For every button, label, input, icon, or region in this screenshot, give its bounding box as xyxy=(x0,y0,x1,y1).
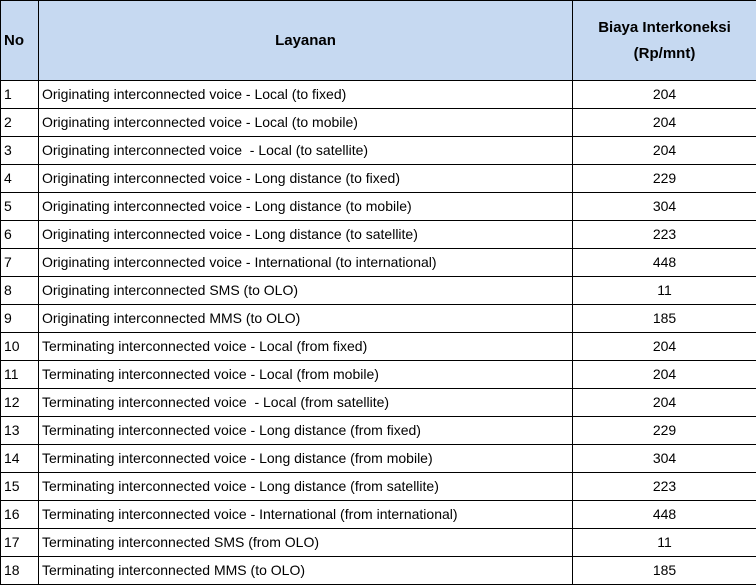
service-cell: Terminating interconnected MMS (to OLO) xyxy=(38,556,573,585)
table-row: 16 Terminating interconnected voice - Int… xyxy=(0,500,756,529)
cost-cell: 223 xyxy=(572,220,756,249)
number-cell: 10 xyxy=(0,332,39,361)
number-cell: 11 xyxy=(0,360,39,389)
table-body: 1 Originating interconnected voice - Loca… xyxy=(0,80,756,585)
number-cell: 3 xyxy=(0,136,39,165)
table-row: 9 Originating interconnected MMS (to OLO)… xyxy=(0,304,756,333)
service-cell: Originating interconnected voice - Long … xyxy=(38,192,573,221)
cost-cell: 223 xyxy=(572,472,756,501)
service-cell: Terminating interconnected voice - Local… xyxy=(38,332,573,361)
service-cell: Originating interconnected voice - Local… xyxy=(38,108,573,137)
cost-cell: 229 xyxy=(572,416,756,445)
cost-cell: 185 xyxy=(572,304,756,333)
cost-cell: 204 xyxy=(572,80,756,109)
service-cell: Originating interconnected SMS (to OLO) xyxy=(38,276,573,305)
cost-cell: 11 xyxy=(572,276,756,305)
service-cell: Terminating interconnected voice - Local… xyxy=(38,388,573,417)
service-cell: Terminating interconnected SMS (from OLO… xyxy=(38,528,573,557)
cost-cell: 304 xyxy=(572,192,756,221)
table-row: 13 Terminating interconnected voice - Lon… xyxy=(0,416,756,445)
table-row: 7 Originating interconnected voice - Inte… xyxy=(0,248,756,277)
service-cell: Terminating interconnected voice - Long … xyxy=(38,416,573,445)
service-cell: Originating interconnected voice - Long … xyxy=(38,164,573,193)
service-cell: Terminating interconnected voice - Inter… xyxy=(38,500,573,529)
service-cell: Originating interconnected voice - Inter… xyxy=(38,248,573,277)
cost-cell: 448 xyxy=(572,248,756,277)
cost-cell: 204 xyxy=(572,388,756,417)
table-row: 15 Terminating interconnected voice - Lon… xyxy=(0,472,756,501)
table-row: 17 Terminating interconnected SMS (from O… xyxy=(0,528,756,557)
cost-cell: 204 xyxy=(572,332,756,361)
cost-cell: 204 xyxy=(572,136,756,165)
number-cell: 4 xyxy=(0,164,39,193)
table-row: 4 Originating interconnected voice - Long… xyxy=(0,164,756,193)
cost-cell: 304 xyxy=(572,444,756,473)
service-cell: Originating interconnected voice - Long … xyxy=(38,220,573,249)
cost-cell: 448 xyxy=(572,500,756,529)
number-cell: 8 xyxy=(0,276,39,305)
number-cell: 12 xyxy=(0,388,39,417)
header-row: No Layanan Biaya Interkoneksi (Rp/mnt) xyxy=(0,0,756,81)
number-cell: 17 xyxy=(0,528,39,557)
service-cell: Originating interconnected MMS (to OLO) xyxy=(38,304,573,333)
number-cell: 1 xyxy=(0,80,39,109)
number-cell: 16 xyxy=(0,500,39,529)
number-cell: 7 xyxy=(0,248,39,277)
table-row: 11 Terminating interconnected voice - Loc… xyxy=(0,360,756,389)
number-cell: 18 xyxy=(0,556,39,585)
service-cell: Originating interconnected voice - Local… xyxy=(38,136,573,165)
number-cell: 15 xyxy=(0,472,39,501)
number-cell: 5 xyxy=(0,192,39,221)
number-cell: 14 xyxy=(0,444,39,473)
table-row: 2 Originating interconnected voice - Loca… xyxy=(0,108,756,137)
cost-cell: 11 xyxy=(572,528,756,557)
header-cell: Layanan xyxy=(38,0,573,81)
cost-cell: 204 xyxy=(572,108,756,137)
service-cell: Terminating interconnected voice - Local… xyxy=(38,360,573,389)
table-row: 10 Terminating interconnected voice - Loc… xyxy=(0,332,756,361)
table-row: 14 Terminating interconnected voice - Lon… xyxy=(0,444,756,473)
header-text: Biaya Interkoneksi (Rp/mnt) xyxy=(598,18,731,62)
cost-cell: 204 xyxy=(572,360,756,389)
number-cell: 6 xyxy=(0,220,39,249)
number-cell: 9 xyxy=(0,304,39,333)
table-row: 18 Terminating interconnected MMS (to OLO… xyxy=(0,556,756,585)
table-row: 1 Originating interconnected voice - Loca… xyxy=(0,80,756,109)
table-row: 8 Originating interconnected SMS (to OLO)… xyxy=(0,276,756,305)
header-cell: No xyxy=(0,0,39,81)
cost-cell: 185 xyxy=(572,556,756,585)
cost-cell: 229 xyxy=(572,164,756,193)
number-cell: 13 xyxy=(0,416,39,445)
table-row: 6 Originating interconnected voice - Long… xyxy=(0,220,756,249)
table-header: No Layanan Biaya Interkoneksi (Rp/mnt) xyxy=(0,0,756,81)
table-row: 5 Originating interconnected voice - Long… xyxy=(0,192,756,221)
service-cell: Terminating interconnected voice - Long … xyxy=(38,472,573,501)
table-row: 12 Terminating interconnected voice - Loc… xyxy=(0,388,756,417)
service-cell: Terminating interconnected voice - Long … xyxy=(38,444,573,473)
table-row: 3 Originating interconnected voice - Loca… xyxy=(0,136,756,165)
service-cell: Originating interconnected voice - Local… xyxy=(38,80,573,109)
header-cell: Biaya Interkoneksi (Rp/mnt) xyxy=(572,0,756,81)
number-cell: 2 xyxy=(0,108,39,137)
